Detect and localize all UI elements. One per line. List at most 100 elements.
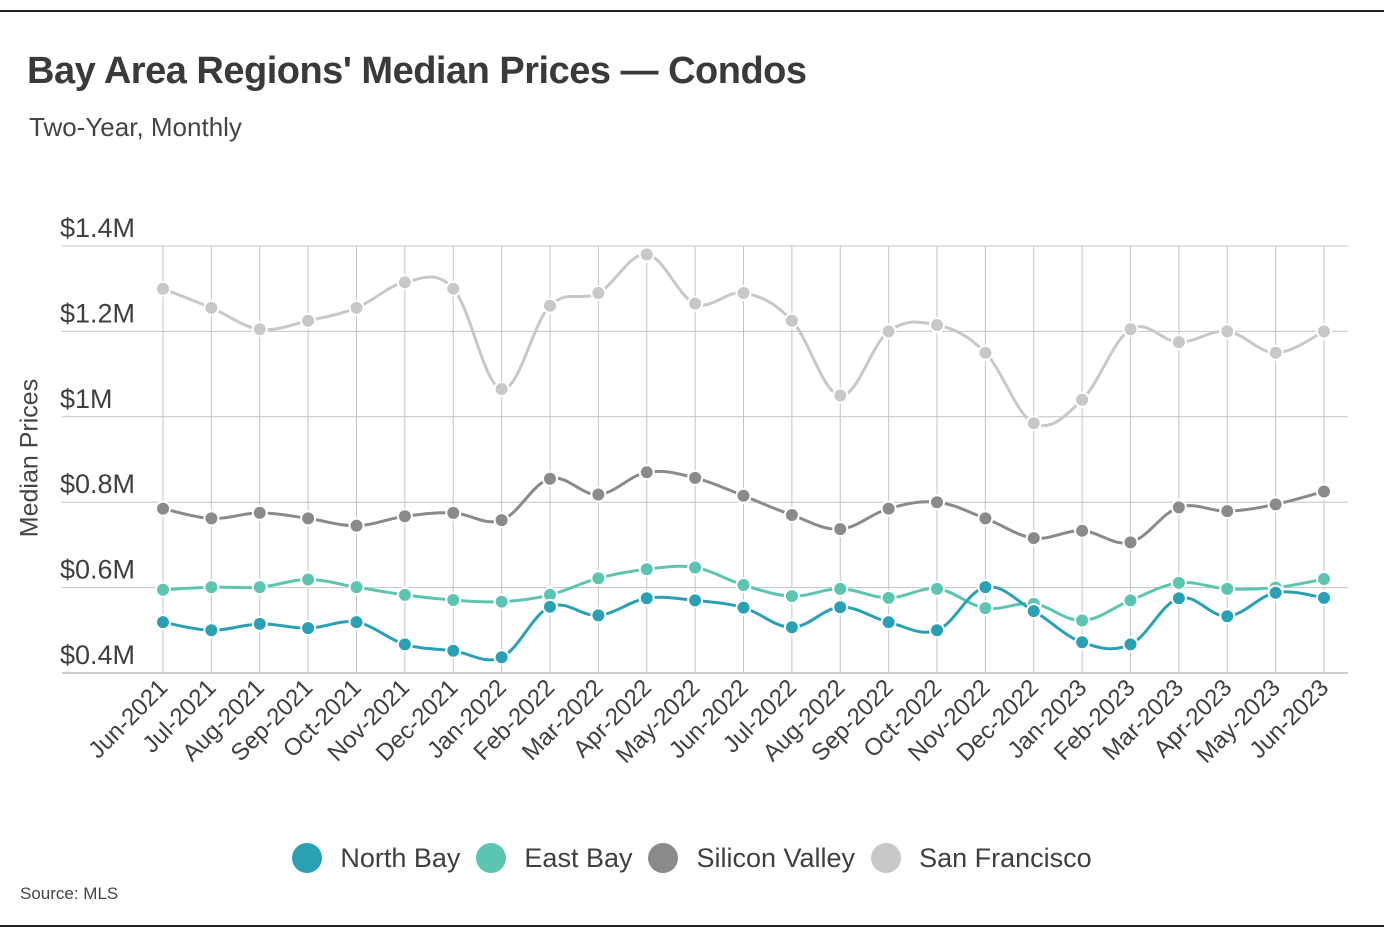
data-point-north-bay: [1074, 634, 1091, 651]
data-point-east-bay: [396, 586, 413, 603]
y-tick-label: $0.8M: [60, 469, 135, 499]
y-tick-label: $1.4M: [60, 213, 135, 243]
legend-swatch-east-bay: [476, 843, 507, 873]
data-point-east-bay: [638, 561, 655, 578]
data-point-san-francisco: [203, 299, 220, 316]
data-point-silicon-valley: [735, 487, 752, 504]
data-point-san-francisco: [1316, 323, 1332, 340]
legend-item-north-bay[interactable]: North Bay: [292, 843, 460, 874]
data-point-east-bay: [1170, 574, 1187, 591]
data-point-san-francisco: [1219, 323, 1236, 340]
data-point-san-francisco: [1170, 334, 1187, 351]
data-point-east-bay: [735, 577, 752, 594]
y-tick-label: $0.4M: [60, 640, 135, 670]
data-point-east-bay: [1074, 612, 1091, 629]
data-point-north-bay: [1267, 584, 1284, 601]
source-note: Source: MLS: [20, 884, 119, 903]
legend-swatch-silicon-valley: [648, 843, 679, 873]
data-point-san-francisco: [1267, 344, 1284, 361]
legend-swatch-north-bay: [292, 843, 323, 873]
y-tick-label: $0.6M: [60, 555, 135, 585]
data-point-north-bay: [396, 636, 413, 653]
data-point-silicon-valley: [542, 470, 558, 487]
data-point-north-bay: [348, 614, 365, 631]
legend: North Bay East Bay Silicon Valley San Fr…: [0, 838, 1384, 878]
data-point-silicon-valley: [687, 469, 704, 486]
data-point-silicon-valley: [1122, 534, 1139, 551]
data-point-silicon-valley: [493, 512, 510, 529]
chart-subtitle: Two-Year, Monthly: [29, 112, 242, 142]
data-point-san-francisco: [687, 295, 704, 312]
data-point-silicon-valley: [1074, 522, 1091, 539]
data-point-san-francisco: [977, 344, 994, 361]
data-point-san-francisco: [348, 299, 365, 316]
legend-item-san-francisco[interactable]: San Francisco: [871, 843, 1092, 874]
data-point-east-bay: [783, 588, 800, 605]
data-point-east-bay: [300, 571, 317, 588]
data-point-san-francisco: [880, 323, 897, 340]
data-point-east-bay: [251, 579, 268, 596]
data-point-silicon-valley: [1170, 499, 1187, 516]
data-point-silicon-valley: [396, 508, 413, 525]
legend-label-north-bay: North Bay: [340, 842, 461, 873]
data-point-san-francisco: [251, 321, 268, 338]
data-point-san-francisco: [300, 312, 317, 329]
data-point-north-bay: [687, 592, 704, 609]
data-point-east-bay: [445, 591, 462, 608]
data-point-east-bay: [348, 579, 365, 596]
data-point-silicon-valley: [929, 494, 945, 511]
data-point-north-bay: [542, 598, 558, 615]
data-point-silicon-valley: [1219, 503, 1236, 520]
y-tick-label: $1M: [60, 384, 113, 414]
data-point-silicon-valley: [590, 486, 607, 503]
data-point-north-bay: [251, 615, 268, 632]
data-point-east-bay: [1219, 580, 1236, 597]
data-point-east-bay: [880, 589, 897, 606]
data-point-east-bay: [1316, 571, 1332, 588]
chart-title: Bay Area Regions' Median Prices — Condos: [27, 50, 807, 92]
data-point-north-bay: [1122, 636, 1139, 653]
legend-item-east-bay[interactable]: East Bay: [476, 843, 632, 874]
data-point-north-bay: [977, 579, 994, 596]
data-point-east-bay: [1122, 592, 1139, 609]
data-point-san-francisco: [445, 280, 462, 297]
top-rule: [0, 10, 1384, 12]
data-point-san-francisco: [1074, 391, 1091, 408]
data-point-silicon-valley: [880, 500, 897, 517]
data-point-san-francisco: [1122, 321, 1139, 338]
data-point-san-francisco: [590, 284, 607, 301]
data-point-san-francisco: [493, 381, 510, 398]
data-point-san-francisco: [832, 387, 849, 404]
data-point-silicon-valley: [251, 504, 268, 521]
data-point-north-bay: [832, 599, 849, 616]
data-point-north-bay: [203, 622, 220, 639]
data-point-east-bay: [155, 581, 171, 598]
data-point-north-bay: [735, 599, 752, 616]
legend-label-silicon-valley: Silicon Valley: [696, 842, 856, 873]
data-point-east-bay: [203, 579, 220, 596]
data-point-san-francisco: [1025, 415, 1042, 432]
data-point-north-bay: [1219, 608, 1236, 625]
y-tick-label: $1.2M: [60, 298, 135, 328]
data-point-north-bay: [783, 619, 800, 636]
legend-item-silicon-valley[interactable]: Silicon Valley: [648, 843, 855, 874]
data-point-north-bay: [1170, 590, 1187, 607]
legend-label-san-francisco: San Francisco: [919, 842, 1092, 873]
data-point-silicon-valley: [783, 507, 800, 524]
data-point-north-bay: [493, 649, 510, 666]
data-point-north-bay: [638, 590, 655, 607]
data-point-north-bay: [1316, 589, 1332, 606]
data-point-north-bay: [880, 614, 897, 631]
data-point-east-bay: [687, 559, 704, 576]
data-point-silicon-valley: [977, 510, 994, 527]
data-point-silicon-valley: [832, 521, 849, 538]
data-point-east-bay: [590, 570, 607, 587]
data-point-san-francisco: [735, 284, 752, 301]
data-point-north-bay: [445, 642, 462, 659]
data-point-san-francisco: [929, 316, 945, 333]
data-point-east-bay: [929, 580, 945, 597]
data-point-north-bay: [1025, 603, 1042, 620]
data-point-san-francisco: [155, 280, 171, 297]
data-point-east-bay: [977, 600, 994, 617]
